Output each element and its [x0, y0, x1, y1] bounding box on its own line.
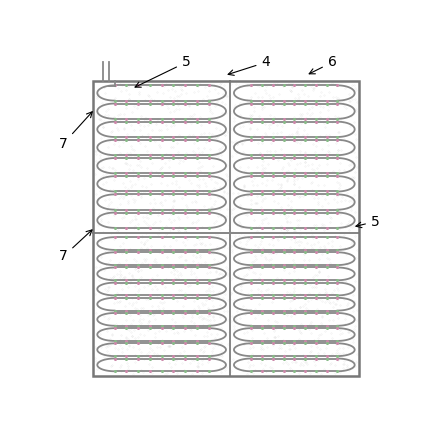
Text: 7: 7 — [59, 112, 92, 151]
Text: 5: 5 — [135, 55, 190, 87]
Text: 5: 5 — [356, 214, 380, 229]
Text: 4: 4 — [228, 55, 270, 75]
Text: 6: 6 — [309, 55, 336, 74]
Text: 7: 7 — [59, 230, 92, 263]
Bar — [93, 80, 359, 376]
